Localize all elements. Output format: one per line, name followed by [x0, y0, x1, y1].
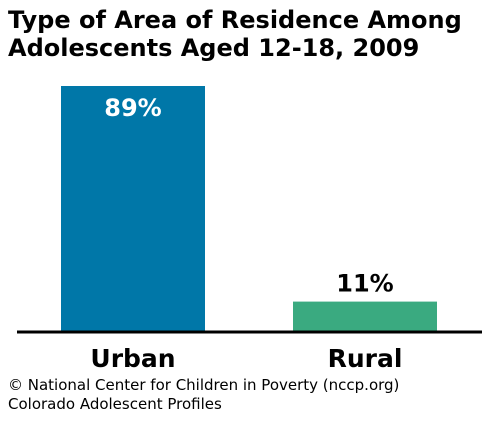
source-line-2: Colorado Adolescent Profiles: [8, 395, 222, 413]
bar-urban: [61, 86, 205, 332]
source-line-1: © National Center for Children in Povert…: [8, 376, 400, 394]
value-label-urban: 89%: [104, 94, 161, 122]
category-label-rural: Rural: [328, 344, 403, 373]
value-label-rural: 11%: [336, 270, 393, 298]
chart-title: Type of Area of Residence Among Adolesce…: [8, 6, 492, 62]
chart-title-line-2: Adolescents Aged 12-18, 2009: [8, 34, 420, 62]
category-label-urban: Urban: [90, 344, 175, 373]
chart-title-line-1: Type of Area of Residence Among: [8, 6, 462, 34]
bar-rural: [293, 301, 437, 332]
source-note: © National Center for Children in Povert…: [8, 376, 399, 414]
